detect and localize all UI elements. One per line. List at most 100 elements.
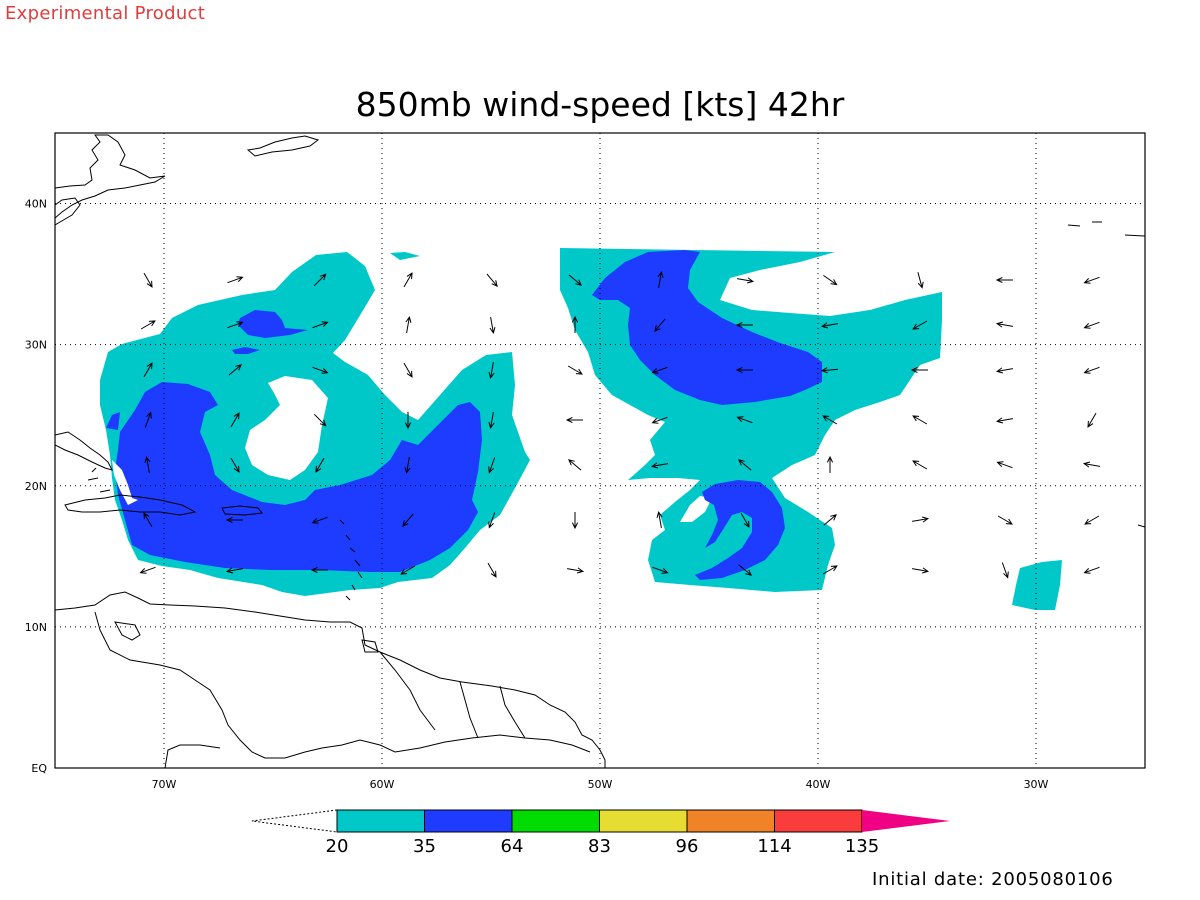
wind-arrow [1083, 321, 1100, 329]
shade-sliver-cyan [390, 252, 420, 260]
wind-arrow [912, 320, 928, 330]
coast-north-america [55, 134, 166, 219]
colorbar-box [511, 809, 600, 833]
experimental-product-label: Experimental Product [5, 3, 206, 24]
wind-arrow [995, 367, 1013, 374]
wind-arrow [740, 512, 750, 528]
coast-guyana-border [379, 651, 526, 739]
colorbar-box [336, 809, 425, 833]
wind-arrow [1082, 461, 1100, 468]
wind-arrow [822, 565, 838, 575]
colorbar-box [424, 809, 513, 833]
wind-arrow [227, 321, 244, 329]
lat-tick-labels: EQ 10N 20N 30N 40N [25, 198, 48, 775]
wind-arrow [140, 320, 156, 330]
lon-tick-label: 60W [370, 778, 395, 791]
colorbar-box [599, 809, 688, 833]
wind-arrow [565, 416, 583, 424]
wind-arrow [230, 457, 240, 473]
coast-south-america-interior [94, 611, 591, 759]
colorbar-label: 64 [501, 836, 524, 857]
colorbar-left-triangle [251, 809, 338, 833]
coast-islands-east [1067, 221, 1145, 528]
shade-holes [245, 376, 712, 522]
lat-tick-label: 30N [25, 339, 47, 352]
wind-arrow [143, 272, 153, 288]
coast-maracaibo [114, 621, 141, 641]
colorbar-label: 83 [588, 836, 611, 857]
lat-tick-label: 20N [25, 480, 47, 493]
wind-arrow [567, 567, 585, 574]
wind-arrow [657, 270, 664, 288]
wind-arrow [651, 366, 668, 374]
wind-arrow [995, 276, 1013, 284]
lon-tick-label: 50W [588, 778, 613, 791]
wind-arrow [823, 274, 838, 286]
wind-arrow [403, 272, 413, 288]
colorbar-label: 114 [757, 836, 791, 857]
wind-arrow [1087, 412, 1097, 428]
wind-arrow [487, 562, 497, 578]
colorbar-box [686, 809, 775, 833]
wind-arrow [311, 516, 328, 524]
wind-arrow [486, 273, 498, 287]
initial-date: Initial date: 2005080106 [872, 869, 1114, 890]
coastlines [55, 134, 1145, 768]
wind-arrow [403, 362, 413, 378]
lon-tick-label: 70W [152, 778, 177, 791]
wind-arrow [489, 317, 496, 335]
wind-arrow [405, 315, 412, 333]
colorbar: 20 35 64 83 96 114 135 [251, 809, 950, 857]
wind-arrow [144, 455, 151, 473]
wind-arrow [996, 461, 1013, 469]
wind-arrow [738, 564, 752, 576]
wind-arrow [912, 460, 928, 470]
plot-area [100, 248, 1062, 610]
lat-tick-label: 40N [25, 198, 47, 211]
coast-nova-scotia [246, 135, 320, 157]
hole-east [680, 496, 712, 522]
wind-arrow [228, 364, 242, 376]
wind-arrow [997, 515, 1013, 525]
colorbar-label: 96 [676, 836, 699, 857]
coast-south-america-bottom [164, 744, 221, 768]
wind-arrow [912, 516, 930, 523]
colorbar-label: 20 [326, 836, 349, 857]
wind-arrow [571, 315, 579, 333]
shade-small-cyan [1012, 560, 1062, 610]
wind-arrow [910, 366, 928, 374]
wind-arrow [1083, 566, 1100, 574]
map-grid [55, 133, 1145, 768]
hole-west [245, 376, 328, 480]
wind-arrow [225, 516, 243, 524]
wind-arrow [230, 412, 240, 428]
wind-arrow [738, 459, 752, 471]
wind-arrow [313, 413, 327, 427]
shade-east-blue-top [592, 250, 822, 405]
coast-lesser-antilles [339, 519, 363, 601]
wind-arrow [735, 321, 753, 329]
wind-arrow [917, 272, 924, 289]
wind-arrow [1001, 562, 1009, 579]
shade-blob-3 [106, 412, 120, 430]
wind-arrow [822, 415, 838, 425]
coast-cuba [55, 431, 113, 471]
wind-arrow [1083, 366, 1100, 374]
wind-arrow [571, 512, 579, 530]
shade-west-blue [115, 382, 482, 572]
wind-arrow [312, 366, 329, 374]
wind-arrow [736, 416, 753, 424]
wind-arrow [568, 459, 582, 471]
wind-arrow [912, 567, 930, 574]
wind-arrow [225, 567, 243, 574]
hole-streak [112, 460, 138, 505]
wind-arrow [567, 365, 583, 375]
wind-arrow [912, 415, 928, 425]
wind-arrow [654, 318, 666, 332]
wind-arrow [400, 565, 416, 575]
coast-bahamas [87, 467, 111, 493]
wind-arrow [651, 416, 668, 424]
wind-arrow [144, 411, 152, 428]
wind-arrow [1083, 276, 1100, 284]
lon-tick-label: 30W [1024, 778, 1049, 791]
